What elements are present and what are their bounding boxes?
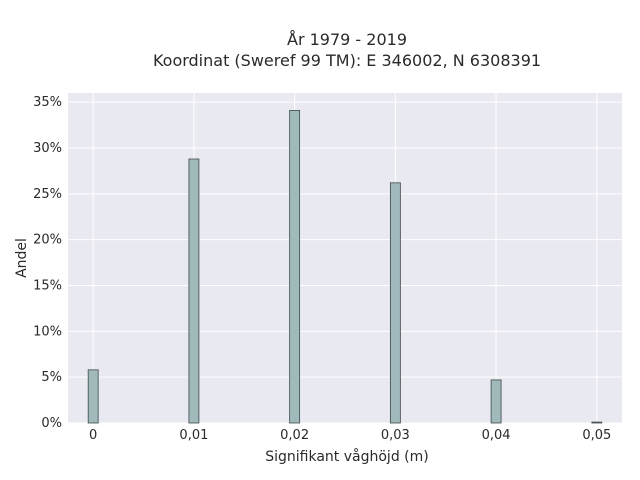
y-tick-labels: 0% 5% 10% 15% 20% 25% 30% 35% xyxy=(33,95,62,431)
y-tick-label: 35% xyxy=(33,95,62,110)
bar xyxy=(490,379,502,424)
bars xyxy=(87,110,603,424)
bar xyxy=(87,369,99,424)
x-axis-label: Signifikant våghöjd (m) xyxy=(265,448,428,465)
bar xyxy=(591,421,603,424)
y-tick-label: 15% xyxy=(33,279,62,294)
y-tick-label: 30% xyxy=(33,141,62,156)
y-tick-label: 25% xyxy=(33,187,62,202)
x-tick-labels: 0 0,01 0,02 0,03 0,04 0,05 xyxy=(89,428,611,443)
y-tick-label: 10% xyxy=(33,324,62,339)
plot-area xyxy=(68,93,622,423)
x-tick-label: 0 xyxy=(89,428,97,443)
x-tick-label: 0,01 xyxy=(179,428,208,443)
x-tick-label: 0,02 xyxy=(280,428,309,443)
x-tick-label: 0,04 xyxy=(482,428,511,443)
chart-title-line1: År 1979 - 2019 xyxy=(287,30,407,49)
y-tick-label: 5% xyxy=(41,370,62,385)
y-axis-label: Andel xyxy=(14,238,30,278)
bar xyxy=(188,158,200,424)
bar xyxy=(389,182,401,424)
y-tick-label: 0% xyxy=(41,416,62,431)
chart-title-line2: Koordinat (Sweref 99 TM): E 346002, N 63… xyxy=(153,51,541,70)
y-tick-label: 20% xyxy=(33,233,62,248)
x-tick-label: 0,03 xyxy=(381,428,410,443)
bar xyxy=(289,110,301,424)
x-tick-label: 0,05 xyxy=(582,428,611,443)
